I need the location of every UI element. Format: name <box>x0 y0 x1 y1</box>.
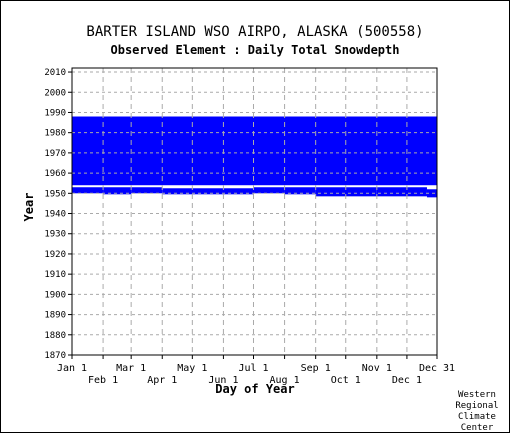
x-tick-label: May 1 <box>177 363 207 374</box>
x-tick-label: Aug 1 <box>270 375 300 386</box>
y-tick-label: 1890 <box>44 311 66 321</box>
x-axis-label: Day of Year <box>215 382 295 396</box>
credit-text: Western Regional Climate Center <box>455 390 499 433</box>
y-tick-label: 1980 <box>44 129 66 139</box>
y-tick-label: 1970 <box>44 149 66 159</box>
data-block <box>72 116 437 186</box>
x-tick-label: Nov 1 <box>362 363 392 374</box>
data-block <box>376 187 427 197</box>
x-tick-label: Mar 1 <box>116 363 146 374</box>
y-tick-label: 1900 <box>44 290 66 300</box>
x-tick-label: Jan 1 <box>57 363 87 374</box>
x-tick-label: Apr 1 <box>147 375 177 386</box>
data-block <box>315 187 377 197</box>
plot-area: 2010 2000 1990 1980 1970 1960 1950 1940 1930 1920… <box>44 67 455 386</box>
y-tick-label: 1960 <box>44 169 66 179</box>
y-axis-label: Year <box>22 192 36 222</box>
plot-border <box>71 67 438 356</box>
data-block <box>426 189 437 198</box>
data-block <box>284 187 316 195</box>
x-tick-label: Jul 1 <box>238 363 268 374</box>
chart-title: BARTER ISLAND WSO AIRPO, ALASKA (500558) <box>86 24 424 40</box>
data-block <box>103 187 132 195</box>
y-tick-label: 1950 <box>44 189 66 199</box>
y-tick-label: 1880 <box>44 331 66 341</box>
data-block <box>131 187 163 194</box>
x-tick-label: Jun 1 <box>208 375 238 386</box>
data-block <box>72 187 104 194</box>
y-tick-label: 1870 <box>44 351 66 361</box>
y-tick-label: 1910 <box>44 270 66 280</box>
chart-subtitle: Observed Element : Daily Total Snowdepth <box>110 43 400 57</box>
x-tick-label: Oct 1 <box>331 375 361 386</box>
x-tick-label: Sep 1 <box>301 363 331 374</box>
y-tick-label: 1990 <box>44 108 66 118</box>
x-tick-label: Feb 1 <box>88 375 118 386</box>
y-tick-label: 2000 <box>44 88 66 98</box>
y-tick-label: 1930 <box>44 230 66 240</box>
y-tick-label: 1920 <box>44 250 66 260</box>
y-tick-label: 2010 <box>44 68 66 78</box>
y-tick-label: 1940 <box>44 210 66 220</box>
data-block <box>253 187 285 194</box>
x-tick-label: Dec 31 <box>419 363 455 374</box>
data-block <box>162 188 254 195</box>
x-tick-label: Dec 1 <box>392 375 422 386</box>
